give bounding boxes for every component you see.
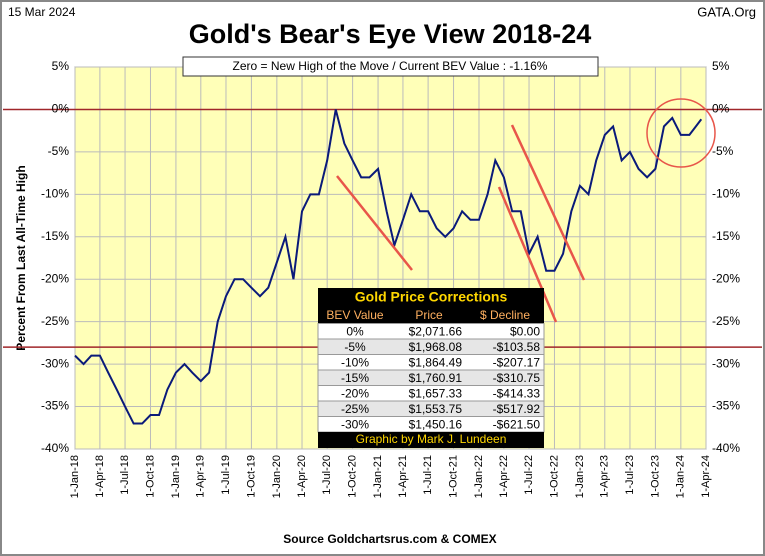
x-tick-label: 1-Apr-19 xyxy=(195,455,207,498)
trend-line xyxy=(510,124,586,281)
table-cell: -30% xyxy=(341,417,369,431)
highlight-circle xyxy=(646,98,716,168)
y-tick-label: -20% xyxy=(41,271,69,285)
table-cell: $1,968.08 xyxy=(409,340,463,354)
chart-title: Gold's Bear's Eye View 2018-24 xyxy=(189,19,592,49)
table-footer: Graphic by Mark J. Lundeen xyxy=(356,432,507,446)
x-tick-label: 1-Apr-22 xyxy=(498,455,510,498)
table-cell: $1,864.49 xyxy=(409,355,463,369)
table-column-header: $ Decline xyxy=(480,308,530,322)
table-cell: $0.00 xyxy=(510,324,540,338)
y-tick-label-right: -35% xyxy=(712,399,740,413)
table-cell: $2,071.66 xyxy=(409,324,463,338)
x-tick-label: 1-Jul-20 xyxy=(321,455,333,495)
trend-line xyxy=(336,175,413,271)
subtitle: Zero = New High of the Move / Current BE… xyxy=(233,59,548,73)
y-tick-label-right: -15% xyxy=(712,229,740,243)
x-tick-label: 1-Jan-19 xyxy=(170,455,182,498)
y-tick-label-right: -20% xyxy=(712,271,740,285)
date: 15 Mar 2024 xyxy=(8,5,76,19)
table-title: Gold Price Corrections xyxy=(355,289,508,305)
y-tick-label-right: -40% xyxy=(712,441,740,455)
x-tick-label: 1-Jan-18 xyxy=(69,455,81,498)
y-tick-label-right: -10% xyxy=(712,187,740,201)
table-cell: -$310.75 xyxy=(493,371,541,385)
x-tick-label: 1-Jul-19 xyxy=(220,455,232,495)
table-cell: -25% xyxy=(341,402,369,416)
table-cell: -$207.17 xyxy=(493,355,541,369)
x-tick-label: 1-Oct-18 xyxy=(144,455,156,498)
trend-lines xyxy=(336,124,586,323)
x-tick-label: 1-Oct-21 xyxy=(447,455,459,498)
x-tick-label: 1-Oct-22 xyxy=(548,455,560,498)
subtitle-box xyxy=(182,56,599,77)
table-cell: -10% xyxy=(341,355,369,369)
y-tick-label-right: 0% xyxy=(712,102,730,116)
x-tick-label: 1-Jan-20 xyxy=(271,455,283,498)
table-cell: -20% xyxy=(341,386,369,400)
y-tick-label: -25% xyxy=(41,314,69,328)
y-tick-label: -5% xyxy=(48,144,70,158)
y-tick-label: 0% xyxy=(52,102,70,116)
table-colhead-bg xyxy=(318,308,544,324)
y-tick-label: -10% xyxy=(41,187,69,201)
x-tick-label: 1-Jan-24 xyxy=(675,455,687,498)
table-cell: 0% xyxy=(346,324,364,338)
table-cell: $1,760.91 xyxy=(409,371,463,385)
trend-line xyxy=(497,186,558,323)
table-cell: -$621.50 xyxy=(493,417,541,431)
x-tick-label: 1-Apr-21 xyxy=(397,455,409,498)
y-tick-label-right: -25% xyxy=(712,314,740,328)
corrections-table: Gold Price Corrections BEV Value Price $ De… xyxy=(317,288,545,448)
table-header-bg xyxy=(318,288,544,308)
site: GATA.Org xyxy=(697,4,756,19)
x-tick-label: 1-Jul-21 xyxy=(422,455,434,495)
x-tick-label: 1-Jan-21 xyxy=(372,455,384,498)
x-tick-label: 1-Apr-20 xyxy=(296,455,308,498)
table-cell: -15% xyxy=(341,371,369,385)
source: Source Goldchartsrus.com & COMEX xyxy=(283,532,496,546)
y-tick-label-right: -5% xyxy=(712,144,734,158)
x-tick-label: 1-Jul-23 xyxy=(624,455,636,495)
grid xyxy=(74,66,707,450)
x-tick-label: 1-Jul-22 xyxy=(523,455,535,495)
table-cell: $1,657.33 xyxy=(409,386,463,400)
table-column-header: Price xyxy=(415,308,443,322)
x-tick-label: 1-Jan-22 xyxy=(473,455,485,498)
y-tick-label: -30% xyxy=(41,356,69,370)
data-line xyxy=(74,109,703,425)
y-tick-label: -40% xyxy=(41,441,69,455)
table-cell: $1,450.16 xyxy=(409,417,463,431)
y-tick-label-right: 5% xyxy=(712,59,730,73)
x-tick-label: 1-Apr-24 xyxy=(700,455,712,498)
x-tick-label: 1-Oct-23 xyxy=(649,455,661,498)
x-tick-label: 1-Apr-18 xyxy=(94,455,106,498)
table-column-header: BEV Value xyxy=(326,308,383,322)
x-tick-label: 1-Oct-20 xyxy=(347,455,359,498)
table-cell: -$414.33 xyxy=(493,386,541,400)
x-tick-label: 1-Jul-18 xyxy=(119,455,131,495)
y-tick-label-right: -30% xyxy=(712,356,740,370)
table-cell: -$517.92 xyxy=(493,402,541,416)
x-tick-label: 1-Oct-19 xyxy=(245,455,257,498)
table-footer-bg xyxy=(318,432,544,448)
table-cell: -$103.58 xyxy=(493,340,541,354)
table-cell: $1,553.75 xyxy=(409,402,463,416)
x-tick-label: 1-Apr-23 xyxy=(599,455,611,498)
x-tick-label: 1-Jan-23 xyxy=(574,455,586,498)
y-tick-label: 5% xyxy=(52,59,70,73)
y-tick-label: -15% xyxy=(41,229,69,243)
y-axis-label: Percent From Last All-Time High xyxy=(14,165,28,350)
y-tick-label: -35% xyxy=(41,399,69,413)
table-cell: -5% xyxy=(344,340,366,354)
